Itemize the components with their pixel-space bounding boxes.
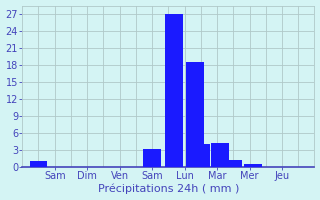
Bar [244,164,262,167]
Bar [192,144,210,167]
Bar [165,14,183,167]
Bar [29,161,47,167]
Bar [224,160,242,167]
X-axis label: Précipitations 24h ( mm ): Précipitations 24h ( mm ) [98,184,239,194]
Bar [186,62,204,167]
Bar [211,143,229,167]
Bar [143,149,161,167]
